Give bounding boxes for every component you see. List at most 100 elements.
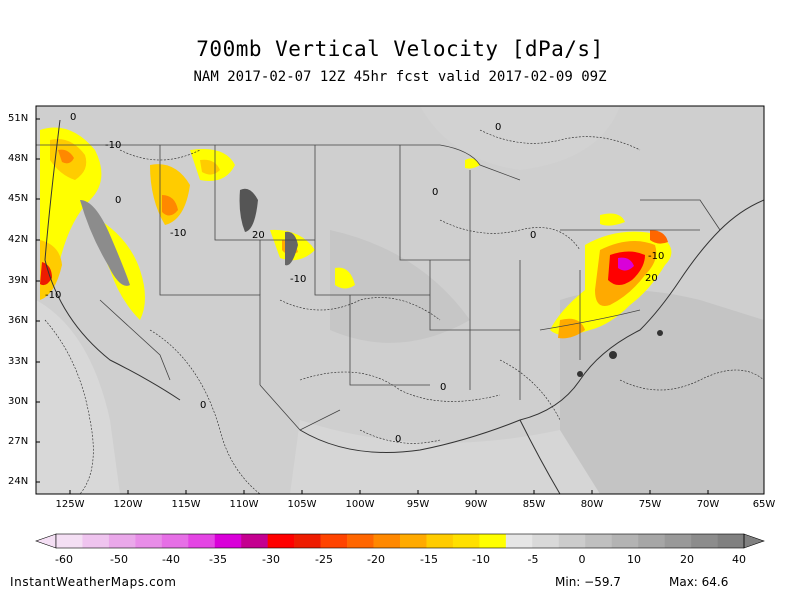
lon-label: 110W [229, 499, 259, 510]
colorbar-cell [452, 534, 480, 548]
colorbar-cell [664, 534, 692, 548]
ascent-colorado [335, 267, 355, 289]
lat-label: 33N [8, 356, 29, 367]
ascent-sierra-core [40, 262, 52, 286]
colorbar-label: 20 [680, 553, 694, 566]
contour-lines [44, 129, 764, 494]
lat-label: 27N [8, 436, 29, 447]
lat-label: 42N [8, 234, 29, 245]
map-frame [35, 105, 765, 495]
contour-label: 0 [432, 187, 438, 198]
lat-label: 48N [8, 153, 29, 164]
colorbar-cell [426, 534, 454, 548]
colorbar-cell [400, 534, 427, 548]
colorbar-cell [717, 534, 745, 548]
colorbar-cell [294, 534, 321, 548]
lon-label: 90W [464, 499, 488, 510]
contour-label: 0 [530, 230, 536, 241]
colorbar-label: -10 [472, 553, 490, 566]
ascent-nw-3 [58, 149, 74, 164]
colorbar-cell [585, 534, 612, 548]
min-value: Min: −59.7 [555, 575, 621, 589]
lon-label: 120W [113, 499, 143, 510]
lon-label: 105W [287, 499, 317, 510]
descent-spot-1 [657, 330, 663, 336]
contour-label: -10 [290, 274, 306, 285]
lon-label: 95W [406, 499, 430, 510]
colorbar-cell [241, 534, 268, 548]
lon-label: 115W [171, 499, 201, 510]
colorbar-cell [505, 534, 533, 548]
colorbar-cell [479, 534, 507, 548]
contour-label: 0 [395, 434, 401, 445]
colorbar-arrow-left [35, 533, 57, 549]
contour-label: 0 [70, 112, 76, 123]
max-value: Max: 64.6 [669, 575, 729, 589]
site-credit: InstantWeatherMaps.com [10, 575, 177, 589]
contour-label: -10 [45, 290, 61, 301]
colorbar-cell [320, 534, 348, 548]
colorbar-cell [188, 534, 216, 548]
contour-label: 0 [115, 195, 121, 206]
colorbar-cell [611, 534, 639, 548]
colorbar-cell [532, 534, 560, 548]
colorbar-cell [82, 534, 110, 548]
descent-cascades [80, 200, 130, 286]
lat-label: 51N [8, 113, 29, 124]
ascent-idaho-core [162, 195, 178, 216]
field-light-gulf [290, 420, 600, 494]
contour-label: -10 [648, 251, 664, 262]
ascent-new-england [650, 230, 668, 244]
lat-label: 24N [8, 476, 29, 487]
colorbar-label: -50 [110, 553, 128, 566]
contour-label: 0 [495, 122, 501, 133]
colorbar-label: -40 [162, 553, 180, 566]
axis-ticks [36, 118, 765, 494]
colorbar [35, 533, 765, 549]
colorbar-label: 40 [732, 553, 746, 566]
field-dark-plains [330, 230, 470, 343]
lon-label: 75W [638, 499, 662, 510]
map-subtitle: NAM 2017-02-07 12Z 45hr fcst valid 2017-… [193, 69, 607, 85]
colorbar-label: -30 [262, 553, 280, 566]
contour-label: 20 [645, 273, 658, 284]
colorbar-label: -20 [367, 553, 385, 566]
colorbar-label: 10 [627, 553, 641, 566]
colorbar-cell [691, 534, 718, 548]
lon-label: 65W [752, 499, 776, 510]
colorbar-cell [214, 534, 242, 548]
colorbar-frame [55, 533, 745, 549]
colorbar-cell [373, 534, 401, 548]
coastlines [44, 119, 764, 494]
contour-label: 0 [200, 400, 206, 411]
lat-label: 45N [8, 193, 29, 204]
colorbar-label: 0 [578, 553, 586, 566]
colorbar-cell [638, 534, 665, 548]
lon-label: 80W [580, 499, 604, 510]
contour-label: -10 [105, 140, 121, 151]
colorbar-cell [56, 534, 83, 548]
descent-spot-3 [577, 371, 583, 377]
ascent-northeast-peak [618, 257, 634, 271]
field-dark-east [560, 290, 764, 494]
colorbar-arrow-right [743, 533, 765, 549]
lon-label: 125W [55, 499, 85, 510]
colorbar-cell [161, 534, 189, 548]
field-light-pacific [36, 300, 120, 494]
field-light-north [420, 106, 620, 170]
colorbar-cell [558, 534, 586, 548]
ascent-gulf-of-maine [600, 213, 625, 226]
contour-label: 0 [440, 382, 446, 393]
contour-label: -10 [170, 228, 186, 239]
lat-label: 39N [8, 275, 29, 286]
colorbar-cell [347, 534, 374, 548]
lat-label: 36N [8, 315, 29, 326]
colorbar-label: -15 [420, 553, 438, 566]
political-borders [36, 144, 721, 431]
lon-label: 100W [345, 499, 375, 510]
lon-label: 70W [696, 499, 720, 510]
descent-spot-2 [609, 351, 617, 359]
colorbar-cell [108, 534, 136, 548]
colorbar-label: -25 [315, 553, 333, 566]
